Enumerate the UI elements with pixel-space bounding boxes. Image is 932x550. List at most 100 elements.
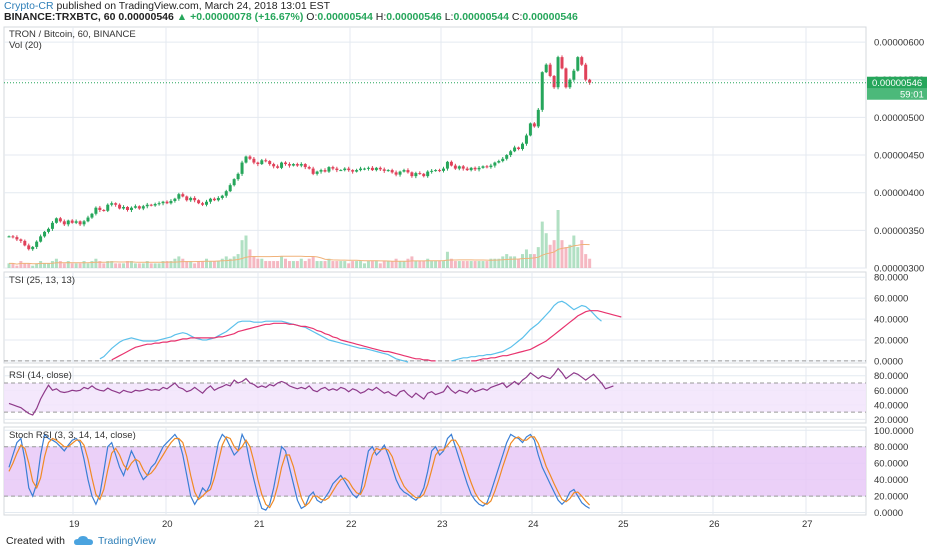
- publisher-link[interactable]: Crypto-CR: [4, 0, 54, 12]
- y-tick-label: 80.0000: [874, 273, 908, 284]
- candle-body: [102, 210, 106, 212]
- symbol-label: BINANCE:TRXBTC, 60: [4, 11, 116, 23]
- volume-bar: [185, 261, 189, 268]
- candle-body: [430, 170, 434, 172]
- candle-body: [335, 168, 339, 171]
- candle-body: [193, 197, 197, 201]
- candle-body: [31, 246, 35, 250]
- candle-body: [50, 222, 54, 229]
- y-tick-label: 80.0000: [874, 371, 908, 382]
- volume-bar: [161, 261, 165, 268]
- last-price: 0.00000546: [118, 11, 174, 23]
- candle-body: [584, 64, 588, 80]
- candle-body: [287, 164, 291, 166]
- published-text: published on TradingView.com, March 24, …: [56, 0, 331, 12]
- x-tick-label: 24: [528, 519, 539, 530]
- volume-bar: [248, 249, 252, 268]
- candle-body: [366, 167, 370, 169]
- candle-body: [524, 135, 528, 144]
- volume-bar: [256, 258, 260, 268]
- candle-body: [216, 197, 220, 201]
- rsi-line: [8, 367, 614, 416]
- volume-bar: [363, 263, 366, 268]
- volume-bar: [216, 261, 220, 268]
- volume-bar: [402, 261, 406, 268]
- candle-body: [359, 168, 363, 171]
- candle-body: [426, 171, 430, 177]
- candle-body: [307, 167, 311, 169]
- volume-bar: [280, 256, 284, 268]
- candle-body: [532, 123, 536, 127]
- candle-body: [23, 240, 27, 246]
- low-label: L:: [444, 11, 454, 23]
- candle-body: [284, 162, 287, 165]
- pane-frame: [3, 271, 867, 364]
- volume-bar: [355, 261, 359, 268]
- indicator-band: [4, 383, 866, 413]
- candle-body: [106, 204, 110, 211]
- volume-bar: [430, 261, 434, 268]
- candle-body: [339, 170, 343, 172]
- y-tick-label: 60.0000: [874, 294, 908, 305]
- candle-body: [303, 164, 307, 168]
- candle-body: [114, 203, 118, 205]
- candle-body: [181, 194, 185, 197]
- volume-bar: [528, 254, 532, 268]
- volume-bar: [169, 261, 173, 268]
- tradingview-link[interactable]: TradingView: [98, 535, 156, 547]
- candle-body: [43, 231, 47, 237]
- volume-bar: [434, 261, 438, 268]
- candle-body: [501, 158, 505, 162]
- chart-area[interactable]: 0.000006000.000005500.000005000.00000450…: [0, 23, 932, 531]
- volume-bar: [418, 261, 422, 268]
- volume-bar: [406, 258, 410, 268]
- volume-bar: [501, 256, 505, 268]
- publish-info: Crypto-CR published on TradingView.com, …: [4, 0, 330, 12]
- volume-bar: [584, 254, 588, 268]
- candle-body: [355, 170, 359, 172]
- candle-body: [528, 123, 532, 136]
- volume-bar: [386, 261, 390, 268]
- volume-bar: [27, 263, 31, 268]
- y-tick-label: 60.0000: [874, 459, 908, 470]
- volume-ma-line: [9, 244, 590, 265]
- indicator-title: Stoch RSI (3, 3, 14, 14, close): [9, 430, 136, 441]
- open-value: 0.00000544: [317, 11, 373, 23]
- volume-bar: [469, 261, 473, 268]
- volume-bar: [149, 263, 153, 268]
- candle-body: [568, 79, 572, 88]
- candle-body: [331, 167, 335, 169]
- volume-bar: [319, 261, 323, 268]
- volume-bar: [31, 265, 35, 268]
- volume-bar: [449, 258, 453, 268]
- volume-bar: [232, 256, 236, 268]
- candle-body: [465, 168, 469, 171]
- candle-body: [54, 218, 58, 223]
- volume-bar: [58, 261, 62, 268]
- volume-bar: [521, 254, 524, 268]
- candle-body: [47, 228, 50, 232]
- volume-bar: [43, 263, 47, 268]
- candle-body: [536, 109, 540, 127]
- candle-body: [418, 173, 422, 175]
- candle-body: [228, 185, 232, 192]
- footer: Created with TradingView: [0, 532, 932, 550]
- tradingview-cloud-icon: [74, 536, 93, 545]
- y-tick-label: 0.00000500: [874, 113, 924, 124]
- candle-body: [208, 198, 212, 202]
- candle-body: [272, 164, 276, 167]
- volume-bar: [315, 261, 319, 268]
- candle-body: [260, 160, 264, 165]
- volume-bar: [66, 261, 70, 268]
- candle-body: [552, 75, 556, 88]
- candle-body: [386, 170, 390, 172]
- volume-bar: [410, 256, 414, 268]
- candle-body: [556, 57, 560, 88]
- candle-body: [414, 173, 418, 177]
- candle-body: [347, 168, 351, 171]
- candle-body: [78, 221, 82, 225]
- volume-bar: [62, 263, 66, 268]
- candle-body: [19, 239, 23, 241]
- volume-bar: [236, 254, 240, 268]
- candle-body: [35, 241, 39, 247]
